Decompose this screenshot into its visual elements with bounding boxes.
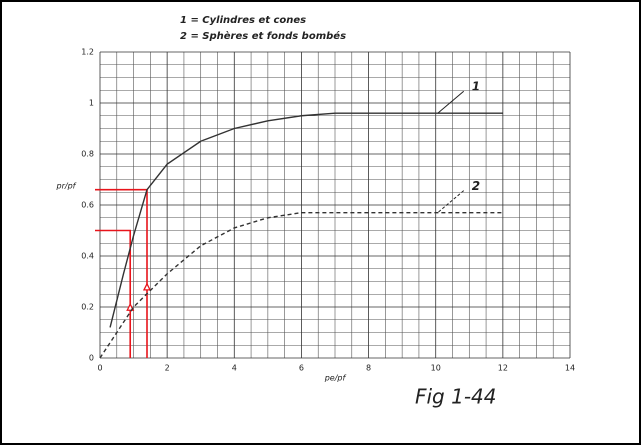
curve-label: 1	[472, 80, 480, 94]
y-tick-label: 1	[89, 99, 94, 108]
x-tick-label: 8	[366, 364, 371, 373]
legend-entry: 1 = Cylindres et cones	[180, 15, 306, 26]
curve-label: 2	[472, 179, 480, 193]
legend-entry: 2 = Sphères et fonds bombés	[180, 30, 346, 42]
x-axis-label: pe/pf	[324, 374, 347, 383]
x-tick-label: 12	[498, 364, 508, 373]
y-tick-label: 0	[89, 354, 94, 363]
x-tick-label: 4	[232, 364, 237, 373]
y-tick-label: 0.2	[81, 303, 94, 312]
data-line	[99, 211, 503, 359]
y-tick-label: 0.4	[81, 252, 94, 261]
y-tick-label: 1.2	[81, 48, 94, 57]
x-tick-label: 14	[565, 364, 575, 373]
construction-arrow	[142, 282, 152, 291]
y-tick-label: 0.6	[81, 201, 94, 210]
y-tick-label: 0.8	[81, 150, 94, 159]
figure-caption: Fig 1-44	[415, 385, 497, 409]
x-tick-label: 2	[165, 364, 170, 373]
x-tick-label: 10	[431, 364, 441, 373]
x-tick-label: 0	[97, 364, 102, 373]
callout-arrow	[437, 190, 465, 214]
data-line	[109, 112, 503, 328]
callout-arrow	[437, 90, 465, 114]
construction-line	[95, 229, 132, 358]
y-axis-label: pr/pf	[56, 182, 77, 191]
x-tick-label: 6	[299, 364, 304, 373]
